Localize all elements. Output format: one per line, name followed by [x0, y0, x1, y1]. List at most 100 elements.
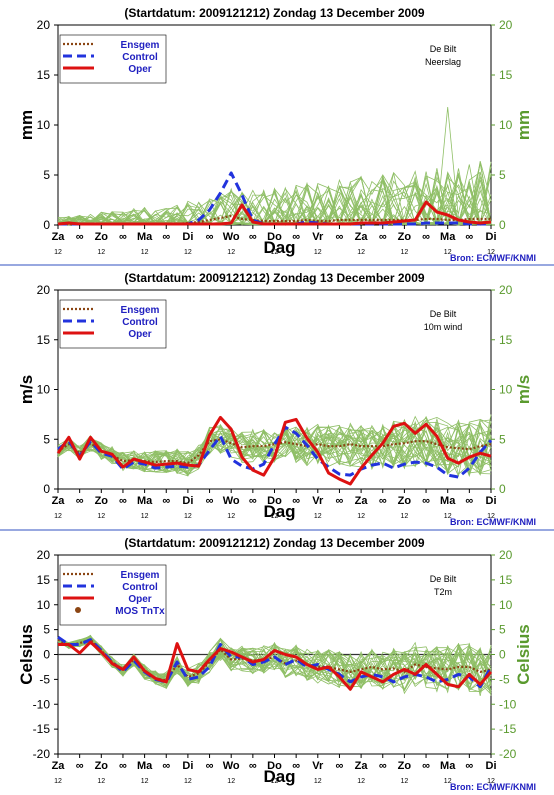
- legend-label: Oper: [128, 64, 151, 75]
- y-tick-label-right: 10: [499, 383, 513, 397]
- ensemble-member-line: [57, 171, 492, 226]
- x-tick-label: ∞: [292, 760, 300, 772]
- y-tick-label: 10: [37, 598, 51, 612]
- chart-title: (Startdatum: 2009121212) Zondag 13 Decem…: [124, 271, 424, 285]
- x-hour-label: 12: [54, 249, 62, 256]
- ensemble-member-line: [57, 162, 492, 226]
- x-tick-label: Do: [267, 760, 282, 772]
- y-tick-label-right: 15: [499, 333, 513, 347]
- x-tick-label: ∞: [162, 231, 170, 243]
- x-hour-label: 12: [444, 513, 452, 520]
- y-tick-label-right: 0: [499, 218, 506, 232]
- x-tick-label: Wo: [223, 760, 240, 772]
- x-tick-label: ∞: [379, 231, 387, 243]
- x-tick-label: Wo: [223, 231, 240, 243]
- ensemble-member-line: [57, 176, 492, 226]
- x-tick-label: ∞: [119, 760, 127, 772]
- x-tick-label: Zo: [95, 231, 109, 243]
- series-line-oper: [56, 415, 492, 486]
- x-tick-label: Vr: [312, 760, 324, 772]
- legend-label: Control: [122, 52, 158, 63]
- series-line-oper: [57, 200, 492, 226]
- x-tick-label: ∞: [422, 231, 430, 243]
- location-label: De Bilt: [430, 309, 457, 319]
- x-tick-label: Wo: [223, 495, 240, 507]
- x-hour-label: 12: [227, 778, 235, 785]
- x-tick-label: Za: [355, 760, 369, 772]
- x-tick-label: Vr: [312, 495, 324, 507]
- y-tick-label-right: 10: [499, 598, 513, 612]
- x-hour-label: 12: [271, 513, 279, 520]
- x-tick-label: Zo: [398, 495, 412, 507]
- x-tick-label: ∞: [206, 760, 214, 772]
- location-label: De Bilt: [430, 44, 457, 54]
- y-tick-label-right: 15: [499, 68, 513, 82]
- x-tick-label: Ma: [440, 495, 456, 507]
- y-tick-label-right: 15: [499, 573, 513, 587]
- x-hour-label: 12: [487, 513, 495, 520]
- x-hour-label: 12: [97, 778, 105, 785]
- x-hour-label: 12: [184, 513, 192, 520]
- y-tick-label-right: 5: [499, 432, 506, 446]
- y-axis-label-right: Celsius: [514, 624, 533, 684]
- legend-label: Ensgem: [121, 40, 160, 51]
- x-tick-label: Do: [267, 231, 282, 243]
- x-tick-label: Di: [182, 231, 193, 243]
- x-tick-label: Di: [182, 495, 193, 507]
- variable-label: 10m wind: [424, 322, 463, 332]
- x-tick-label: Vr: [312, 231, 324, 243]
- x-tick-label: ∞: [119, 231, 127, 243]
- x-hour-label: 12: [357, 778, 365, 785]
- y-tick-label-right: 20: [499, 548, 513, 562]
- series-line-oper: [58, 640, 493, 691]
- y-tick-label: 15: [37, 573, 51, 587]
- x-tick-label: Zo: [398, 760, 412, 772]
- x-tick-label: Ma: [440, 231, 456, 243]
- x-tick-label: Ma: [137, 495, 153, 507]
- x-hour-label: 12: [54, 778, 62, 785]
- y-tick-label-right: -20: [499, 747, 517, 761]
- y-tick-label-right: 20: [499, 18, 513, 32]
- source-credit: Bron: ECMWF/KNMI: [450, 782, 536, 792]
- y-axis-label: mm: [17, 110, 36, 140]
- y-tick-label: 0: [43, 482, 50, 496]
- x-tick-label: Za: [52, 231, 66, 243]
- x-hour-label: 12: [54, 513, 62, 520]
- x-tick-label: Za: [355, 495, 369, 507]
- x-tick-label: ∞: [465, 760, 473, 772]
- series-line-ensgem: [57, 438, 492, 465]
- x-tick-label: Di: [486, 231, 497, 243]
- x-hour-label: 12: [271, 249, 279, 256]
- x-hour-label: 12: [97, 249, 105, 256]
- x-tick-label: ∞: [292, 495, 300, 507]
- chart-panel-2: (Startdatum: 2009121212) Zondag 13 Decem…: [17, 271, 536, 527]
- y-axis-label: m/s: [17, 375, 36, 404]
- y-tick-label-right: 10: [499, 118, 513, 132]
- x-hour-label: 12: [444, 249, 452, 256]
- x-tick-label: ∞: [465, 231, 473, 243]
- y-axis-label: Celsius: [17, 624, 36, 684]
- y-tick-label-right: 20: [499, 283, 513, 297]
- y-tick-label: -15: [33, 722, 51, 736]
- legend-label: Ensgem: [121, 305, 160, 316]
- legend-box: [59, 34, 167, 84]
- series-line-control: [57, 425, 493, 479]
- x-hour-label: 12: [357, 513, 365, 520]
- y-tick-label: 20: [37, 548, 51, 562]
- x-tick-label: ∞: [119, 495, 127, 507]
- x-hour-label: 12: [314, 513, 322, 520]
- x-tick-label: Do: [267, 495, 282, 507]
- y-tick-label-right: -15: [499, 722, 517, 736]
- ensemble-member-line: [436, 106, 459, 222]
- x-tick-label: ∞: [206, 231, 214, 243]
- variable-label: T2m: [434, 587, 452, 597]
- x-tick-label: ∞: [336, 760, 344, 772]
- y-tick-label-right: 0: [499, 648, 506, 662]
- y-tick-label: 5: [43, 623, 50, 637]
- y-tick-label: 15: [37, 333, 51, 347]
- x-tick-label: Za: [52, 495, 66, 507]
- x-tick-label: ∞: [292, 231, 300, 243]
- x-axis-label: Dag: [263, 238, 295, 257]
- x-tick-label: ∞: [422, 760, 430, 772]
